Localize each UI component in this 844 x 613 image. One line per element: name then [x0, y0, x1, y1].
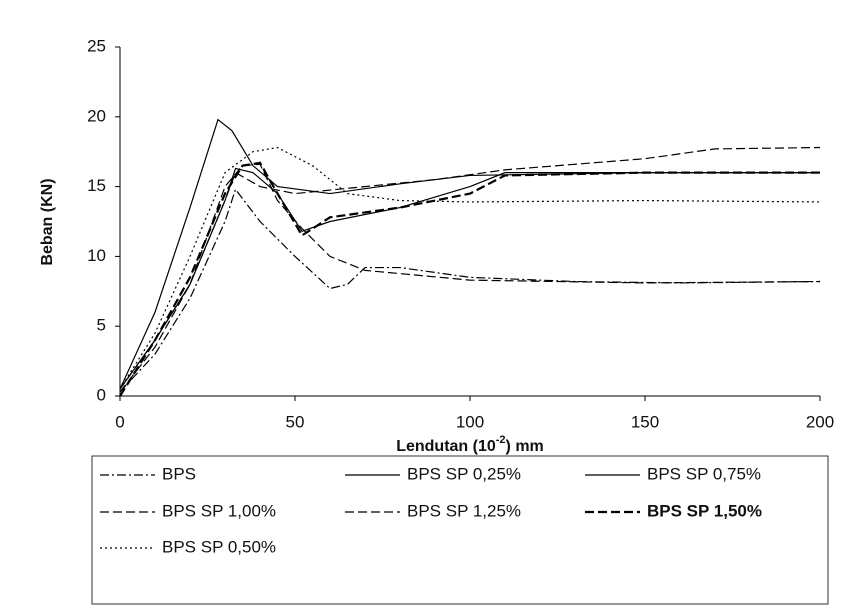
legend-label: BPS [162, 464, 196, 483]
series-line [119, 161, 820, 397]
x-tick-label: 200 [806, 412, 834, 431]
x-axis-label-part: Lendutan (10 [396, 438, 496, 455]
y-axis-label: Beban (KN) [39, 178, 56, 265]
legend-label: BPS SP 1,00% [162, 501, 276, 520]
y-tick-label: 25 [87, 36, 106, 55]
legend-label: BPS SP 1,25% [407, 501, 521, 520]
x-tick-label: 100 [456, 412, 484, 431]
legend-label: BPS SP 0,25% [407, 464, 521, 483]
legend-label: BPS SP 1,50% [647, 501, 762, 520]
x-axis-label: Lendutan (10-2) mm [396, 434, 544, 455]
x-tick-label: 0 [115, 412, 124, 431]
legend-box [91, 455, 829, 605]
x-axis-label-sup: -2 [496, 434, 506, 446]
series-line [119, 146, 821, 390]
x-tick-label: 50 [286, 412, 305, 431]
y-tick-label: 20 [87, 106, 106, 125]
series-line [119, 188, 821, 393]
legend-label: BPS SP 0,50% [162, 537, 276, 556]
series-line [119, 146, 821, 390]
x-axis-label-part: ) mm [506, 438, 544, 455]
y-tick-label: 10 [87, 246, 106, 265]
y-tick-label: 5 [97, 316, 106, 335]
y-tick-label: 15 [87, 176, 106, 195]
legend-label: BPS SP 0,75% [647, 464, 761, 483]
series-line [119, 118, 820, 390]
series-line [119, 163, 821, 393]
y-tick-label: 0 [97, 385, 106, 404]
x-tick-label: 150 [631, 412, 659, 431]
